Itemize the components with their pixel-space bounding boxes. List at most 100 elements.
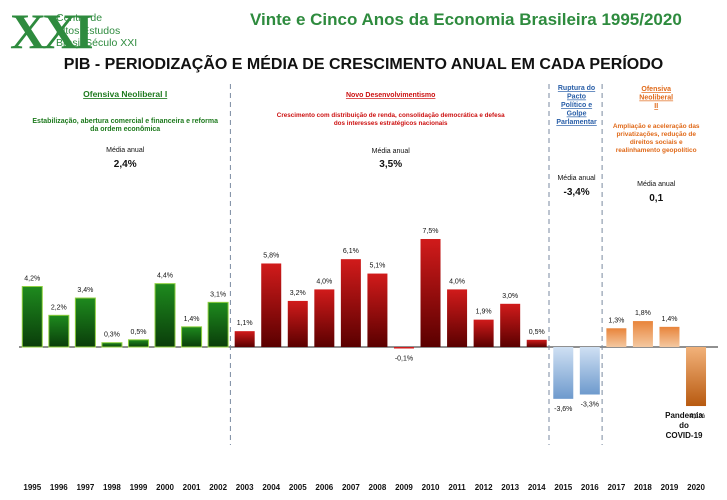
x-tick-label: 2007 [342,483,360,492]
bar-2016 [579,347,600,395]
bar-2005 [287,300,308,347]
value-label: 0,3% [104,332,120,339]
bar-2019 [659,326,680,347]
x-tick-label: 1997 [76,483,94,492]
x-tick-label: 1999 [130,483,148,492]
value-label: 1,1% [237,320,253,327]
x-tick-label: 2013 [501,483,519,492]
average-value: 2,4% [114,159,137,170]
bar-2003 [234,331,255,347]
x-tick-label: 1998 [103,483,121,492]
average-label: Média anual [557,175,596,182]
x-tick-label: 2018 [634,483,652,492]
bar-2018 [632,321,653,347]
value-label: 3,1% [210,291,226,298]
bar-2011 [447,289,468,347]
value-label: 1,9% [476,309,492,316]
x-tick-label: 2004 [262,483,280,492]
bar-2007 [340,259,361,347]
period-title: Parlamentar [556,119,597,126]
x-tick-label: 2001 [183,483,201,492]
period-title: Novo Desenvolvimentismo [346,92,435,99]
x-tick-label: 2000 [156,483,174,492]
value-label: 0,5% [529,329,545,336]
value-label: -0,1% [395,355,413,362]
value-label: 4,4% [157,273,173,280]
period-description: Ampliação e aceleração das [613,123,700,130]
period-title: II [654,103,658,110]
value-label: 0,5% [130,329,146,336]
period-title: Político e [561,102,592,109]
x-tick-label: 2002 [209,483,227,492]
bar-2017 [606,328,627,347]
x-tick-label: 2017 [607,483,625,492]
bar-2014 [526,339,547,347]
bar-2012 [473,319,494,347]
bar-1998 [101,342,123,348]
value-label: 1,4% [661,316,677,323]
x-tick-label: 2014 [528,483,546,492]
period-title: Pacto [567,94,586,101]
x-tick-label: 2011 [448,483,466,492]
bar-2001 [181,326,203,348]
value-label: 4,0% [316,278,332,285]
value-label: 4,2% [24,276,40,283]
average-value: 3,5% [379,159,402,170]
value-label: 6,1% [343,248,359,255]
bar-1995 [21,286,43,348]
x-tick-label: 1996 [50,483,68,492]
bar-1997 [74,297,96,348]
x-tick-label: 2010 [422,483,440,492]
value-label: 3,4% [77,287,93,294]
period-description: Crescimento com distribuição de renda, c… [277,112,505,119]
x-tick-label: 2016 [581,483,599,492]
value-label: 4,0% [449,278,465,285]
x-tick-label: 2005 [289,483,307,492]
average-label: Média anual [637,181,676,188]
period-title: Ruptura do [558,85,595,92]
logo-mark-icon: XXI [10,3,94,59]
period-title: Ofensiva [641,86,671,93]
period-description: privatizações, redução de [616,131,696,138]
average-label: Média anual [106,147,145,154]
bar-2000 [154,283,176,348]
bar-2008 [367,273,388,347]
pandemic-annotation: Pandemia [665,411,703,420]
pandemic-annotation: do [679,421,689,430]
value-label: 5,8% [263,252,279,259]
value-label: 3,0% [502,293,518,300]
period-description: direitos sociais e [630,139,683,146]
average-label: Média anual [372,148,411,155]
value-label: 2,2% [51,304,67,311]
x-tick-label: 2009 [395,483,413,492]
logo-line: Altos Estudos [56,24,121,37]
page-title: Vinte e Cinco Anos da Economia Brasileir… [250,10,682,29]
average-value: 0,1 [649,193,663,204]
logo: XXI Centro de Altos Estudos Brasil Sécul… [10,6,150,58]
value-label: -3,3% [581,402,599,409]
period-description: realinhamento geopolítico [616,147,697,154]
logo-line: Brasil Século XXI [56,37,138,49]
chart-title: PIB - PERIODIZAÇÃO E MÉDIA DE CRESCIMENT… [63,56,664,73]
value-label: 7,5% [423,228,439,235]
period-title: Golpe [567,111,587,118]
logo-line: Centro de [56,12,103,24]
average-value: -3,4% [563,187,589,198]
x-tick-label: 2006 [315,483,333,492]
x-tick-label: 1995 [23,483,41,492]
bar-2004 [261,263,282,347]
bar-2009 [393,347,414,349]
value-label: 1,8% [635,310,651,317]
x-tick-label: 2020 [687,483,705,492]
period-description: Estabilização, abertura comercial e fina… [32,118,218,125]
period-description: dos interesses estratégicos nacionais [334,120,448,127]
value-label: 1,4% [184,316,200,323]
bar-1996 [48,314,70,348]
value-label: 3,2% [290,290,306,297]
bar-1999 [127,339,149,348]
bar-2010 [420,239,441,347]
bar-2013 [500,303,521,347]
x-tick-label: 2008 [369,483,387,492]
value-label: -3,6% [554,406,572,413]
